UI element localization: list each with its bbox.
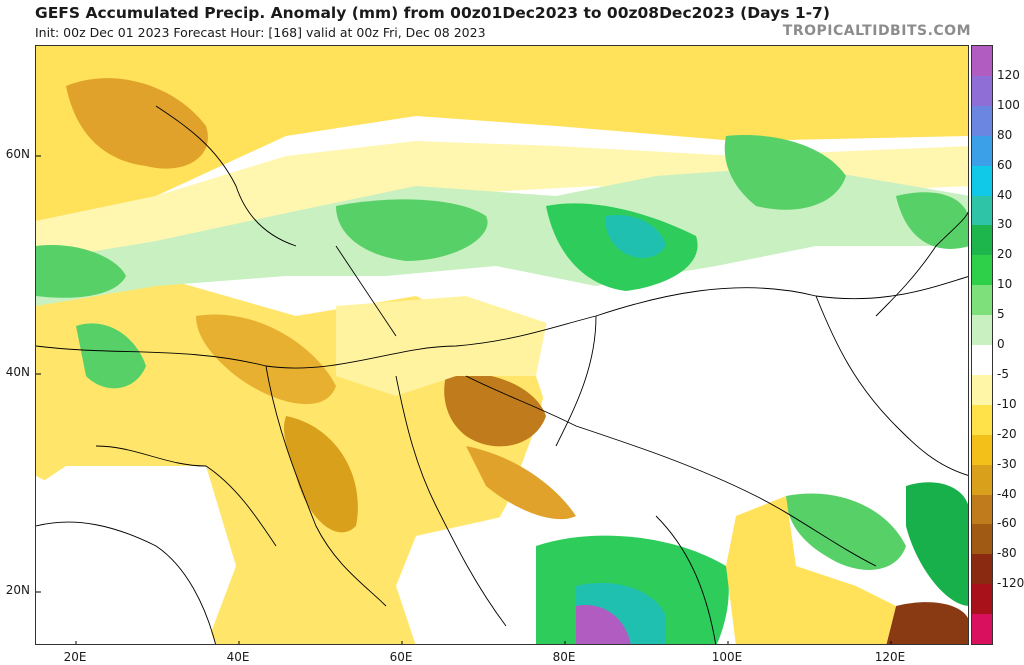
- dry-southeast-asia: [726, 496, 896, 644]
- lon-label-120e: 120E: [874, 650, 906, 664]
- colorbar-label: 10: [997, 277, 1013, 292]
- colorbar-label: -5: [997, 366, 1009, 381]
- colorbar-swatch: [972, 584, 992, 615]
- lon-label-40e: 40E: [226, 650, 250, 664]
- country-borders: [36, 105, 968, 644]
- dry-caspian: [196, 314, 336, 405]
- map-canvas: [36, 46, 968, 644]
- wet-kazakh: [336, 199, 488, 261]
- colorbar-label: -30: [997, 456, 1017, 471]
- colorbar-swatch: [972, 75, 992, 107]
- colorbar-swatch: [972, 464, 992, 495]
- colorbar-swatch: [972, 165, 992, 196]
- colorbar-label: -80: [997, 546, 1017, 561]
- wet-south-china: [786, 493, 906, 570]
- lat-label-60n: 60N: [5, 147, 30, 161]
- colorbar: [971, 45, 993, 645]
- colorbar-label: 80: [997, 127, 1013, 142]
- colorbar-label: -40: [997, 486, 1017, 501]
- colorbar-label: 120: [997, 67, 1020, 82]
- colorbar-label: 30: [997, 217, 1013, 232]
- wet-taiwan: [906, 482, 968, 606]
- brand-watermark: TROPICALTIDBITS.COM: [782, 23, 971, 39]
- dry-region-north: [36, 46, 968, 221]
- precip-anomaly-map: [35, 45, 969, 645]
- normal-arabia: [36, 466, 236, 644]
- colorbar-swatch: [972, 374, 992, 406]
- wet-altai-core: [605, 215, 666, 258]
- dry-scandinavia: [66, 78, 208, 169]
- lon-label-60e: 60E: [389, 650, 413, 664]
- colorbar-swatch: [972, 434, 992, 466]
- colorbar-label: 0: [997, 337, 1005, 351]
- colorbar-label: 20: [997, 247, 1013, 262]
- colorbar-swatch: [972, 195, 992, 226]
- colorbar-swatch: [972, 225, 992, 256]
- colorbar-label: 5: [997, 307, 1005, 322]
- lon-label-80e: 80E: [552, 650, 576, 664]
- colorbar-swatch: [972, 614, 992, 645]
- colorbar-label: -20: [997, 426, 1017, 441]
- dry-south-china-sea: [886, 602, 968, 644]
- colorbar-swatch: [972, 524, 992, 555]
- lat-label-40n: 40N: [5, 365, 30, 379]
- dry-pamir: [444, 373, 546, 447]
- axis-ticks: [36, 155, 892, 644]
- wet-far-east: [896, 192, 968, 249]
- colorbar-swatch: [972, 255, 992, 286]
- wet-baikal: [724, 135, 846, 210]
- wet-band-siberia: [36, 166, 968, 306]
- wet-bengal-purple: [576, 605, 631, 644]
- colorbar-label: -60: [997, 516, 1017, 531]
- dry-himalaya: [466, 446, 576, 520]
- colorbar-swatch: [972, 285, 992, 316]
- dry-iran: [284, 416, 358, 533]
- colorbar-swatch: [972, 46, 992, 77]
- colorbar-swatch: [972, 135, 992, 167]
- colorbar-label: -10: [997, 396, 1017, 411]
- map-title: GEFS Accumulated Precip. Anomaly (mm) fr…: [35, 4, 830, 22]
- colorbar-swatch: [972, 554, 992, 585]
- normal-east-asia: [536, 246, 968, 516]
- colorbar-label: -120: [997, 576, 1024, 591]
- normal-india: [396, 516, 556, 644]
- colorbar-label: 100: [997, 97, 1020, 112]
- colorbar-label: 60: [997, 157, 1013, 172]
- lon-label-20e: 20E: [63, 650, 87, 664]
- lon-label-100e: 100E: [711, 650, 743, 664]
- wet-europe: [36, 245, 126, 298]
- colorbar-swatch: [972, 494, 992, 525]
- colorbar-swatch: [972, 105, 992, 137]
- lat-label-20n: 20N: [5, 583, 30, 597]
- colorbar-swatch: [972, 315, 992, 346]
- wet-balkans: [76, 323, 146, 389]
- colorbar-swatch: [972, 404, 992, 436]
- colorbar-swatch: [972, 345, 992, 376]
- colorbar-label: 40: [997, 187, 1013, 202]
- map-subtitle: Init: 00z Dec 01 2023 Forecast Hour: [16…: [35, 25, 486, 40]
